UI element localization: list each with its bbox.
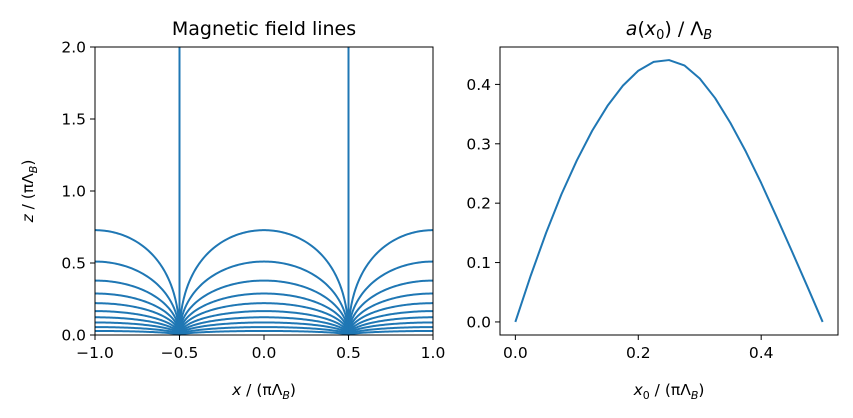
field-line-arch <box>347 292 433 336</box>
amplitude-frame <box>499 46 839 336</box>
field-line-arch <box>94 279 181 336</box>
field-lines-y-ticks: 0.0 0.5 1.0 1.5 2.0 <box>61 39 95 345</box>
field-line-arch <box>347 326 433 336</box>
field-lines-x-ticks: −1.0 −0.5 0.0 0.5 1.0 <box>76 335 445 362</box>
field-line-arch <box>95 302 181 336</box>
field-line-arch <box>178 302 350 336</box>
x-tick-label: 0.4 <box>749 344 774 362</box>
y-tick-label: 2.0 <box>61 39 86 57</box>
field-line-arch <box>95 329 180 336</box>
field-lines-y-axis-label: z / (πΛB) <box>19 160 40 224</box>
field-line-arch <box>178 316 350 336</box>
field-line-arch <box>178 260 350 336</box>
field-line-arch <box>178 279 350 336</box>
x-tick-label: 0.2 <box>626 344 651 362</box>
x-tick-label: 0.0 <box>252 344 277 362</box>
field-line-arch <box>94 229 181 336</box>
field-line-arch <box>347 310 433 336</box>
field-line-arch <box>95 321 181 336</box>
y-tick-label: 0.2 <box>466 195 491 213</box>
amplitude-y-ticks: 0.0 0.1 0.2 0.3 0.4 <box>466 76 500 331</box>
x-tick-label: −1.0 <box>76 344 114 362</box>
field-line-arch <box>347 260 434 336</box>
field-lines-curves <box>94 47 434 336</box>
field-lines-x-axis-label: x / (πΛB) <box>231 381 296 402</box>
y-tick-label: 0.5 <box>61 255 86 273</box>
field-line-arch <box>178 321 350 336</box>
y-tick-label: 0.0 <box>466 313 491 331</box>
field-line-arch <box>347 279 434 336</box>
field-line-arch <box>94 260 181 336</box>
amplitude-panel: a(x0) / ΛB 0.0 0.2 0.4 0.0 0.1 0.2 0.3 0.4 x0 … <box>466 18 839 402</box>
x-tick-label: 1.0 <box>421 344 446 362</box>
field-line-arch <box>348 329 433 336</box>
y-tick-label: 0.4 <box>466 76 491 94</box>
field-line-arch <box>178 229 350 336</box>
x-tick-label: −0.5 <box>161 344 199 362</box>
amplitude-line <box>514 59 824 323</box>
x-tick-label: 0.0 <box>503 344 528 362</box>
amplitude-x-ticks: 0.0 0.2 0.4 <box>503 335 774 362</box>
field-line-arch <box>95 326 181 336</box>
field-line-arch <box>178 292 350 336</box>
field-lines-title: Magnetic field lines <box>172 18 356 40</box>
field-lines-panel: Magnetic field lines −1.0 −0.5 0.0 0.5 1.0 0… <box>19 18 445 402</box>
field-line-arch <box>178 326 350 336</box>
amplitude-curve <box>514 59 824 323</box>
field-line-arch <box>95 316 181 336</box>
field-line-arch <box>347 302 433 336</box>
field-line-arch <box>95 292 181 336</box>
field-line-arch <box>178 310 350 336</box>
field-line-arch <box>179 329 349 336</box>
field-line-arch <box>347 321 433 336</box>
amplitude-x-axis-label: x0 / (πΛB) <box>633 381 705 402</box>
field-line-arch <box>347 229 434 336</box>
field-line-arch <box>347 316 433 336</box>
y-tick-label: 0.0 <box>61 327 86 345</box>
x-tick-label: 0.5 <box>336 344 361 362</box>
y-tick-label: 1.5 <box>61 111 86 129</box>
amplitude-title: a(x0) / ΛB <box>626 18 713 43</box>
y-tick-label: 1.0 <box>61 183 86 201</box>
y-tick-label: 0.3 <box>466 135 491 153</box>
y-tick-label: 0.1 <box>466 254 491 272</box>
field-line-arch <box>95 310 181 336</box>
